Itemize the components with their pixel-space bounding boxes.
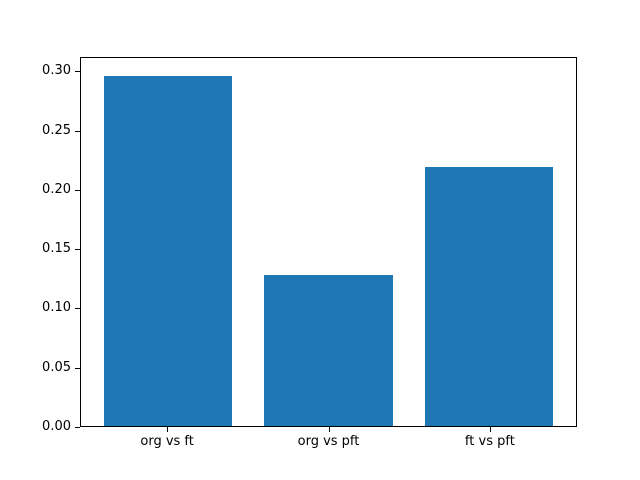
y-tick-mark — [75, 190, 80, 191]
y-tick-mark — [75, 71, 80, 72]
y-tick-mark — [75, 427, 80, 428]
y-tick-label: 0.30 — [42, 63, 71, 79]
axes — [80, 57, 577, 427]
y-tick-mark — [75, 131, 80, 132]
x-tick-label: org vs ft — [140, 434, 194, 449]
y-tick-label: 0.10 — [42, 300, 71, 316]
y-tick-label: 0.15 — [42, 241, 71, 257]
y-tick-mark — [75, 368, 80, 369]
x-tick-mark — [329, 427, 330, 432]
x-tick-mark — [490, 427, 491, 432]
y-tick-label: 0.20 — [42, 181, 71, 197]
bar-ft-vs-pft — [424, 166, 554, 426]
x-tick-mark — [167, 427, 168, 432]
y-tick-mark — [75, 249, 80, 250]
x-tick-label: ft vs pft — [464, 434, 515, 449]
y-tick-mark — [75, 308, 80, 309]
bar-org-vs-pft — [264, 275, 393, 426]
bar-org-vs-ft — [103, 75, 233, 426]
y-tick-label: 0.25 — [42, 122, 71, 138]
y-tick-label: 0.00 — [42, 419, 71, 434]
x-tick-label: org vs pft — [297, 434, 360, 449]
y-tick-label: 0.05 — [42, 359, 71, 375]
